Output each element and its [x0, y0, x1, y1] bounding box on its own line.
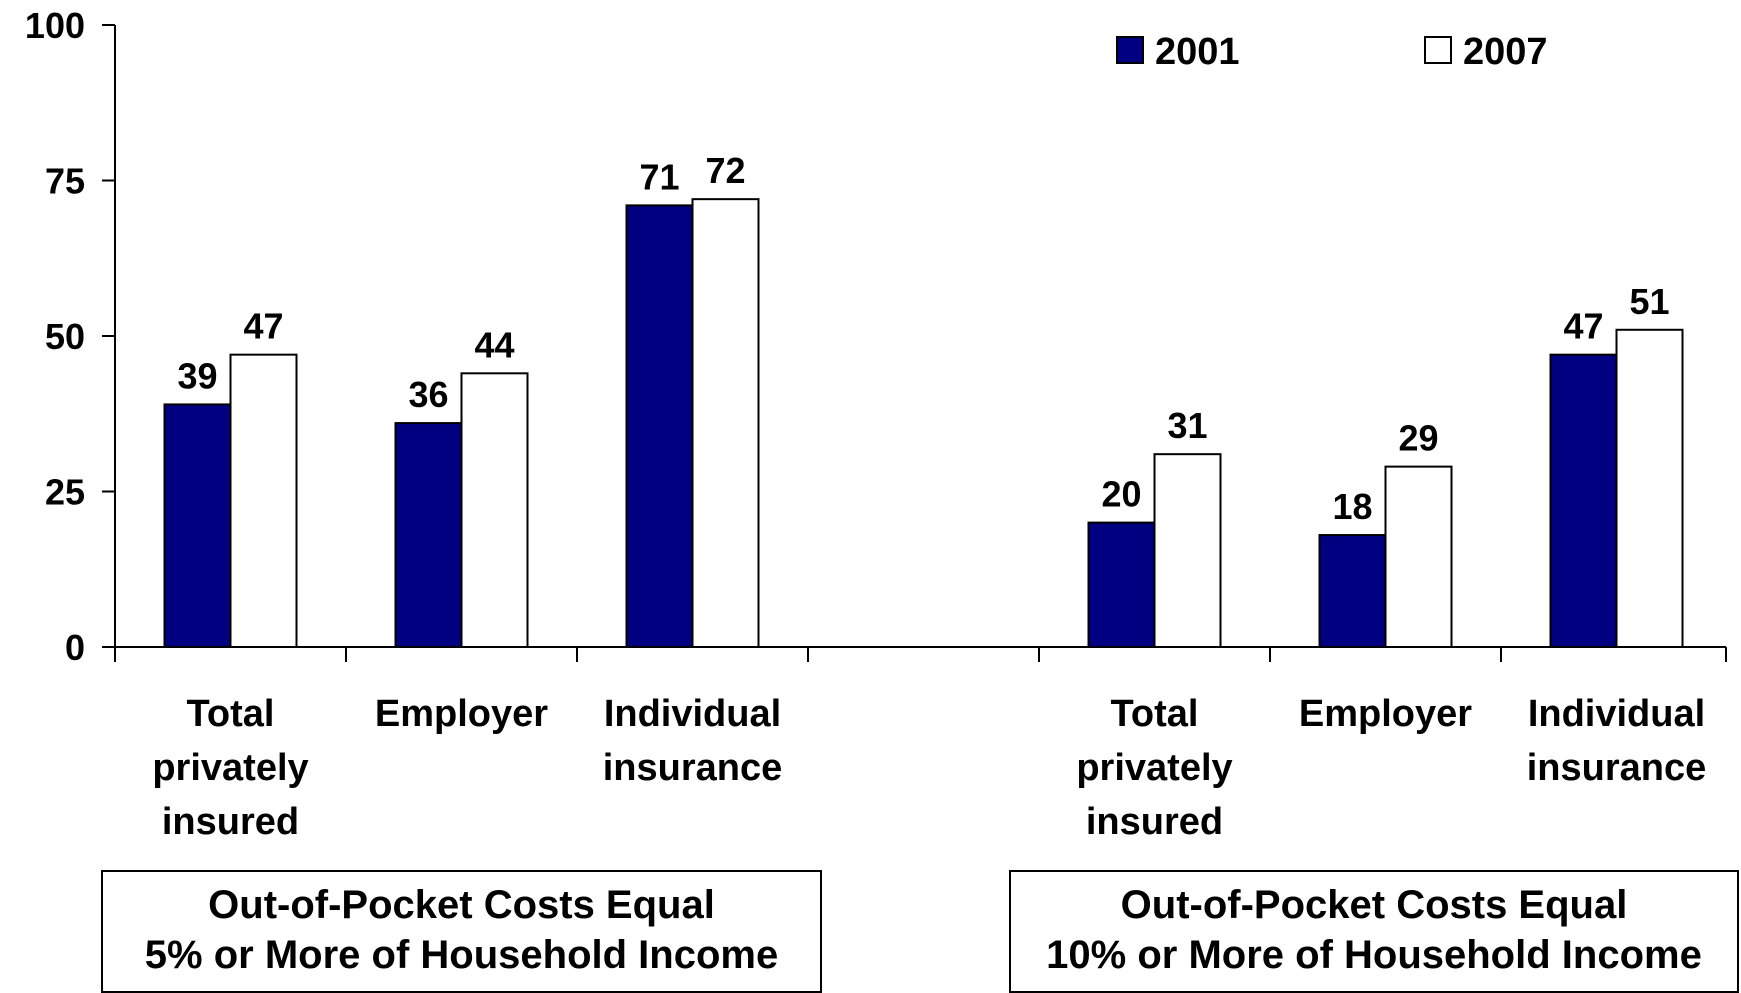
group-label-10-percent: Out-of-Pocket Costs Equal 10% or More of… [1009, 870, 1739, 993]
y-tick-label: 25 [45, 472, 85, 513]
bar-2001 [625, 204, 694, 648]
y-tick-label: 50 [45, 316, 85, 357]
bar-2001 [1087, 521, 1156, 648]
bar-2007 [1384, 465, 1453, 648]
data-label: 31 [1167, 405, 1207, 446]
data-label: 20 [1101, 474, 1141, 515]
bar-2001 [394, 422, 463, 648]
data-label: 47 [1563, 306, 1603, 347]
data-label: 39 [177, 355, 217, 396]
group-label-line: 10% or More of Household Income [1046, 933, 1702, 977]
category-label-line: insured [162, 801, 299, 843]
legend-label-2001: 2001 [1155, 31, 1240, 73]
data-label: 47 [243, 306, 283, 347]
category-label-line: Employer [375, 693, 548, 735]
legend-swatch-2001 [1116, 36, 1144, 64]
bar-2007 [691, 198, 760, 648]
data-label: 29 [1398, 418, 1438, 459]
group-label-line: Out-of-Pocket Costs Equal [208, 883, 715, 927]
data-label: 44 [474, 324, 514, 365]
category-label-line: Individual [604, 693, 781, 735]
category-label: Employer [375, 693, 548, 735]
category-label: Individual insurance [1527, 693, 1707, 789]
chart-axes: 0 25 50 75 100 [25, 5, 1727, 668]
category-label-line: Total [1111, 693, 1199, 735]
category-label-line: Individual [1528, 693, 1705, 735]
category-label-line: Total [187, 693, 275, 735]
chart-bars [163, 198, 1684, 649]
category-label: Total privately insured [1076, 693, 1232, 843]
group-label-5-percent: Out-of-Pocket Costs Equal 5% or More of … [101, 870, 822, 993]
bar-2007 [460, 372, 529, 648]
bar-2001 [1318, 534, 1387, 648]
group-label-line: Out-of-Pocket Costs Equal [1120, 883, 1628, 927]
category-label-line: insurance [603, 747, 783, 789]
y-tick-label: 0 [65, 627, 85, 668]
data-label: 18 [1332, 486, 1372, 527]
y-tick-label: 75 [45, 161, 85, 202]
category-label: Total privately insured [152, 693, 308, 843]
data-label: 51 [1629, 281, 1669, 322]
category-label-line: privately [152, 747, 308, 789]
bar-2001 [1549, 353, 1618, 648]
y-tick-label: 100 [25, 5, 85, 46]
legend-label-2007: 2007 [1463, 31, 1548, 73]
chart-labels: 39 47 Total privately insured 36 44 Employer 71 7… [152, 150, 1706, 843]
category-label-line: insured [1086, 801, 1223, 843]
category-label: Employer [1299, 693, 1472, 735]
data-label: 72 [705, 150, 745, 191]
legend-swatch-2007 [1424, 36, 1452, 64]
bar-2007 [229, 353, 298, 648]
data-label: 71 [639, 156, 679, 197]
category-label: Individual insurance [603, 693, 783, 789]
bar-2007 [1153, 453, 1222, 648]
category-label-line: privately [1076, 747, 1232, 789]
bar-2007 [1615, 328, 1684, 648]
chart-legend: 2001 2007 [1116, 31, 1548, 73]
group-label-line: 5% or More of Household Income [144, 933, 779, 977]
category-label-line: insurance [1527, 747, 1707, 789]
category-label-line: Employer [1299, 693, 1472, 735]
data-label: 36 [408, 374, 448, 415]
bar-2001 [163, 403, 232, 649]
